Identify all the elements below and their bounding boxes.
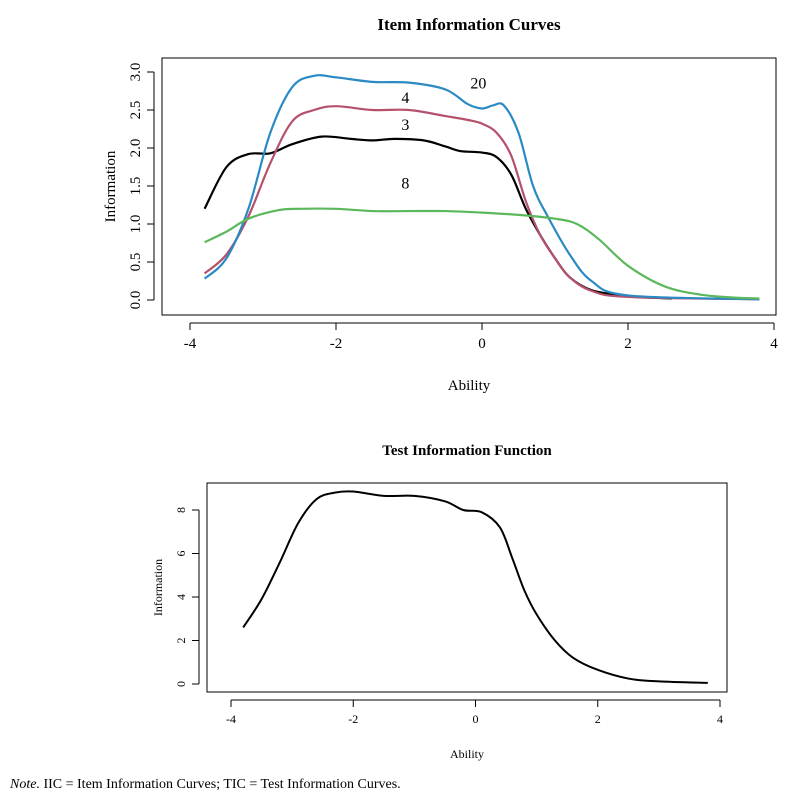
chart2-x-tick-label: -4 [226,712,236,726]
chart1-series-line-item-8 [204,207,760,300]
chart1-y-tick-label: 2.5 [128,101,144,120]
chart1-series-annotation: 8 [401,176,409,193]
chart1-y-tick-label: 0.5 [128,253,144,272]
chart1-x-tick-label: 0 [478,336,486,352]
chart2-x-tick-label: 4 [717,712,723,726]
chart1-x-tick-label: -4 [184,336,197,352]
chart2-y-axis-label: Information [151,559,165,616]
chart2-y-tick-label: 6 [174,551,188,557]
chart2-y-tick-label: 2 [174,638,188,644]
chart1-x-tick-label: -2 [330,336,343,352]
chart1-series-annotation: 3 [401,117,409,134]
chart2-x-axis-label: Ability [450,747,484,761]
chart1-y-tick-label: 1.0 [128,215,144,234]
chart2-x-tick-label: -2 [348,712,358,726]
chart1-y-tick-label: 0.0 [128,291,144,310]
chart1-series-line-item-20 [203,74,760,301]
note-text: IIC = Item Information Curves; TIC = Tes… [39,777,401,792]
note-label: Note. [10,777,40,792]
chart2-title: Test Information Function [382,443,552,459]
chart2-y-tick-label: 8 [174,507,188,513]
chart2-plot-frame [206,482,728,693]
chart1-x-tick-label: 4 [770,336,778,352]
chart2-x-tick-label: 0 [473,712,479,726]
chart1-series-annotation: 20 [470,75,486,92]
chart1-y-axis-label: Information [103,150,119,222]
chart1-y-tick-label: 1.5 [128,177,144,196]
chart1-series-annotation: 4 [401,90,409,107]
chart1-x-axis-label: Ability [448,378,491,394]
chart2-x-tick-label: 2 [595,712,601,726]
chart1-series-line-item-3 [203,135,672,300]
chart1-y-tick-label: 3.0 [128,63,144,82]
chart1-y-tick-label: 2.0 [128,139,144,158]
chart2-series-line [242,490,708,684]
chart1-series-line-item-4 [203,105,760,301]
figure-note: Note. IIC = Item Information Curves; TIC… [10,777,401,793]
chart1-x-tick-label: 2 [624,336,632,352]
chart1-title: Item Information Curves [377,15,561,34]
chart2-y-tick-label: 4 [174,594,188,600]
chart1-plot-frame [161,57,777,316]
chart2-y-tick-label: 0 [174,681,188,687]
